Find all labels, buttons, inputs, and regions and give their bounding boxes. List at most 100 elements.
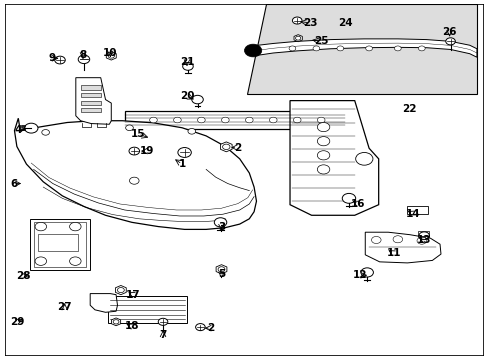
Circle shape [214, 218, 226, 227]
Circle shape [371, 237, 380, 243]
Circle shape [416, 237, 426, 244]
Circle shape [191, 95, 203, 104]
Bar [81, 93, 101, 97]
Polygon shape [220, 142, 232, 152]
Circle shape [35, 257, 46, 265]
Text: 23: 23 [303, 18, 317, 28]
Text: 20: 20 [180, 91, 194, 101]
Circle shape [288, 46, 295, 51]
Circle shape [293, 117, 301, 123]
Circle shape [222, 144, 229, 149]
Circle shape [312, 46, 319, 51]
Polygon shape [115, 285, 126, 294]
Bar [39, 234, 78, 251]
Bar [30, 219, 89, 270]
Text: 19: 19 [140, 146, 154, 156]
Circle shape [69, 257, 81, 265]
Circle shape [218, 267, 224, 272]
Circle shape [178, 148, 191, 157]
Text: 9: 9 [48, 53, 55, 63]
Circle shape [78, 55, 89, 64]
Polygon shape [106, 51, 116, 60]
Circle shape [55, 56, 65, 64]
Circle shape [35, 222, 46, 231]
Circle shape [365, 46, 372, 51]
Text: 24: 24 [337, 18, 352, 28]
Text: 5: 5 [218, 269, 224, 279]
Bar [81, 85, 101, 90]
Circle shape [418, 232, 428, 240]
Circle shape [221, 117, 229, 123]
Text: 18: 18 [124, 321, 139, 332]
Circle shape [24, 123, 38, 133]
Circle shape [342, 193, 355, 203]
Text: 17: 17 [126, 290, 141, 300]
Bar [34, 222, 86, 267]
Circle shape [269, 117, 277, 123]
Circle shape [360, 268, 373, 277]
Text: 21: 21 [180, 57, 194, 67]
Text: 22: 22 [402, 104, 416, 114]
Text: 11: 11 [386, 248, 401, 258]
Circle shape [445, 38, 454, 45]
Polygon shape [90, 294, 117, 312]
Bar [108, 296, 186, 323]
Polygon shape [289, 100, 378, 215]
Text: 13: 13 [416, 235, 430, 245]
Circle shape [355, 153, 372, 165]
Text: 1: 1 [178, 159, 185, 169]
Text: 2: 2 [207, 323, 214, 333]
Text: 7: 7 [159, 329, 166, 339]
Circle shape [317, 136, 329, 146]
Circle shape [129, 177, 139, 184]
Circle shape [317, 117, 325, 123]
Bar [417, 231, 427, 237]
Circle shape [108, 54, 114, 58]
Circle shape [149, 117, 157, 123]
Bar [81, 108, 101, 112]
Circle shape [195, 324, 205, 330]
Bar [407, 206, 427, 213]
Circle shape [69, 222, 81, 231]
Text: 16: 16 [350, 199, 365, 209]
Circle shape [245, 117, 253, 123]
Text: 25: 25 [313, 36, 328, 46]
Polygon shape [76, 78, 111, 124]
Polygon shape [246, 4, 476, 94]
Polygon shape [15, 118, 256, 229]
Text: 12: 12 [352, 270, 367, 280]
Circle shape [292, 17, 302, 24]
Circle shape [394, 46, 400, 51]
Circle shape [113, 320, 119, 324]
Text: 28: 28 [16, 271, 30, 281]
Text: 29: 29 [10, 317, 24, 327]
Text: 4: 4 [15, 125, 22, 135]
Circle shape [317, 165, 329, 174]
Circle shape [158, 318, 167, 325]
Text: 6: 6 [11, 179, 18, 189]
Circle shape [295, 36, 300, 40]
Circle shape [244, 44, 261, 57]
Bar [81, 101, 101, 105]
Circle shape [173, 117, 181, 123]
Bar [124, 111, 345, 129]
Polygon shape [365, 232, 440, 263]
Circle shape [125, 125, 133, 131]
Text: 10: 10 [103, 48, 117, 58]
Circle shape [392, 236, 402, 243]
Polygon shape [251, 39, 476, 57]
Circle shape [418, 46, 424, 51]
Text: 26: 26 [442, 27, 456, 37]
Text: 27: 27 [58, 302, 72, 312]
Text: 3: 3 [218, 221, 224, 231]
Polygon shape [111, 318, 121, 326]
Circle shape [187, 129, 195, 134]
Text: 14: 14 [405, 208, 420, 219]
Text: 2: 2 [233, 143, 241, 153]
Circle shape [117, 288, 124, 293]
Text: 8: 8 [79, 50, 86, 60]
Text: 15: 15 [131, 129, 145, 139]
Polygon shape [293, 35, 302, 42]
Circle shape [197, 117, 205, 123]
Polygon shape [216, 265, 226, 274]
